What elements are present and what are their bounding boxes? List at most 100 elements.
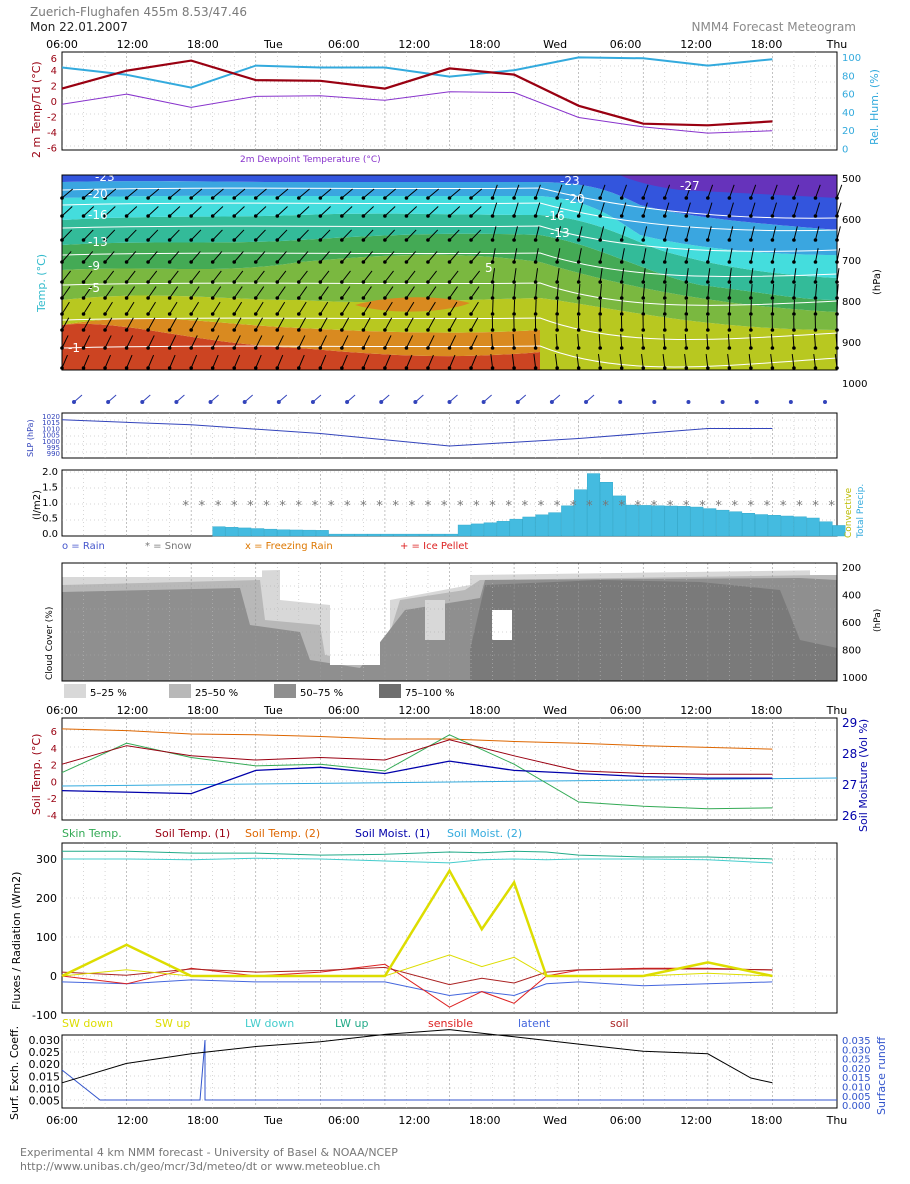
snow-symbol: * — [586, 499, 593, 514]
footer-line-1: Experimental 4 km NMM forecast - Univers… — [20, 1146, 398, 1159]
snow-symbol: * — [538, 499, 545, 514]
time-label: Tue — [263, 704, 283, 717]
cloud-legend-swatch — [379, 684, 401, 698]
pressure-tick: 600 — [842, 215, 861, 226]
snow-symbol: * — [554, 499, 561, 514]
flux-legend-label: LW down — [245, 1017, 294, 1030]
precip-bar — [406, 534, 419, 536]
precip-bar — [820, 522, 833, 536]
precip-bar — [290, 530, 303, 536]
pressure-tick: 800 — [842, 297, 861, 308]
flux-legend-label: latent — [518, 1017, 551, 1030]
snow-symbol: * — [199, 499, 206, 514]
cloud-legend-label: 75–100 % — [405, 688, 455, 699]
time-label: 06:00 — [46, 1114, 78, 1127]
cloud-pressure-tick: 800 — [842, 646, 861, 657]
precip-bar — [471, 524, 484, 536]
flux-tick: 200 — [36, 892, 57, 905]
isotherm-label: 5 — [485, 261, 493, 275]
upper-air-ylabel: Temp. (°C) — [35, 254, 48, 313]
soil-moisture-tick: 29 — [842, 716, 857, 730]
soil-temp-ylabel: Soil Temp. (°C) — [30, 734, 43, 815]
surface-wind-dot — [755, 400, 759, 404]
soil-legend-label: Soil Temp. (1) — [155, 827, 230, 840]
time-label: 18:00 — [187, 38, 219, 51]
precip-tick: 0.5 — [42, 514, 58, 525]
isotherm-label: -16 — [545, 209, 565, 223]
flux-legend-label: LW up — [335, 1017, 368, 1030]
flux-tick: 0 — [50, 970, 57, 983]
precip-bar — [781, 516, 794, 536]
cloud-legend-label: 50–75 % — [300, 688, 343, 699]
temp-tick: -4 — [47, 128, 57, 139]
exchange-tick: 0.025 — [29, 1046, 61, 1059]
flux-legend-label: sensible — [428, 1017, 473, 1030]
soil-temp-tick: 6 — [51, 727, 57, 738]
precip-bar — [549, 513, 562, 536]
product-title: NMM4 Forecast Meteogram — [692, 20, 856, 34]
time-label: 18:00 — [469, 1114, 501, 1127]
time-label: 18:00 — [469, 38, 501, 51]
snow-symbol: * — [780, 499, 787, 514]
snow-symbol: * — [247, 499, 254, 514]
snow-symbol: * — [473, 499, 480, 514]
exchange-tick: 0.020 — [29, 1058, 61, 1071]
forecast-date: Mon 22.01.2007 — [30, 20, 128, 34]
precip-bar — [368, 534, 381, 536]
precip-bar — [458, 525, 471, 536]
upper-air-panel: -23-20-16-13-9-5-1-27-23-20-16-135 Temp.… — [35, 170, 883, 404]
temp-tick: -6 — [47, 144, 57, 155]
precip-tick: 2.0 — [42, 467, 58, 478]
runoff-tick: 0.000 — [842, 1101, 871, 1112]
time-label: 06:00 — [46, 704, 78, 717]
temp-ylabel: 2 m Temp/Td (°C) — [30, 61, 43, 158]
pressure-tick: 500 — [842, 174, 861, 185]
time-label: 12:00 — [680, 38, 712, 51]
surface-wind-dot — [789, 400, 793, 404]
soil-legend-label: Soil Moist. (1) — [355, 827, 430, 840]
snow-symbol: * — [570, 499, 577, 514]
precip-bar — [239, 528, 252, 536]
snow-symbol: * — [360, 499, 367, 514]
flux-tick: 300 — [36, 853, 57, 866]
precip-bar — [355, 534, 368, 536]
cloud-pressure-label: (hPa) — [873, 609, 883, 632]
time-label: 12:00 — [680, 704, 712, 717]
cloud-legend-label: 5–25 % — [90, 688, 127, 699]
total-precip-label: Total Precip. — [856, 484, 866, 539]
humidity-tick: 100 — [842, 53, 861, 64]
exchange-tick: 0.005 — [29, 1095, 61, 1108]
soil-temp-tick: 0 — [51, 777, 57, 788]
time-label: Wed — [543, 38, 567, 51]
surface-wind-dot — [823, 400, 827, 404]
precip-bar — [484, 523, 497, 536]
slp-tick: 990 — [47, 450, 60, 458]
isotherm-label: -13 — [88, 235, 108, 249]
soil-legend-label: Skin Temp. — [62, 827, 122, 840]
precip-bar — [807, 518, 820, 536]
snow-symbol: * — [425, 499, 432, 514]
isotherm-label: -16 — [88, 208, 108, 222]
precip-tick: 0.0 — [42, 529, 58, 540]
surface-wind-dot — [686, 400, 690, 404]
pressure-unit-label: (hPa) — [872, 269, 883, 295]
time-label: 06:00 — [46, 38, 78, 51]
cloud-gap-4 — [62, 565, 262, 577]
time-label: 06:00 — [610, 1114, 642, 1127]
time-label: Wed — [543, 704, 567, 717]
flux-ylabel: Fluxes / Radiation (Wm2) — [10, 872, 23, 1010]
precip-bar — [251, 529, 264, 536]
temp-tick: -2 — [47, 113, 57, 124]
snow-symbol: * — [522, 499, 529, 514]
exchange-tick: 0.030 — [29, 1034, 61, 1047]
snow-symbol: * — [183, 499, 190, 514]
snow-symbol: * — [328, 499, 335, 514]
cloud-legend-swatch — [64, 684, 86, 698]
precip-bar — [729, 512, 742, 536]
precip-bar — [303, 530, 316, 536]
time-label: 06:00 — [328, 1114, 360, 1127]
time-label: 18:00 — [751, 1114, 783, 1127]
flux-legend-label: soil — [610, 1017, 629, 1030]
